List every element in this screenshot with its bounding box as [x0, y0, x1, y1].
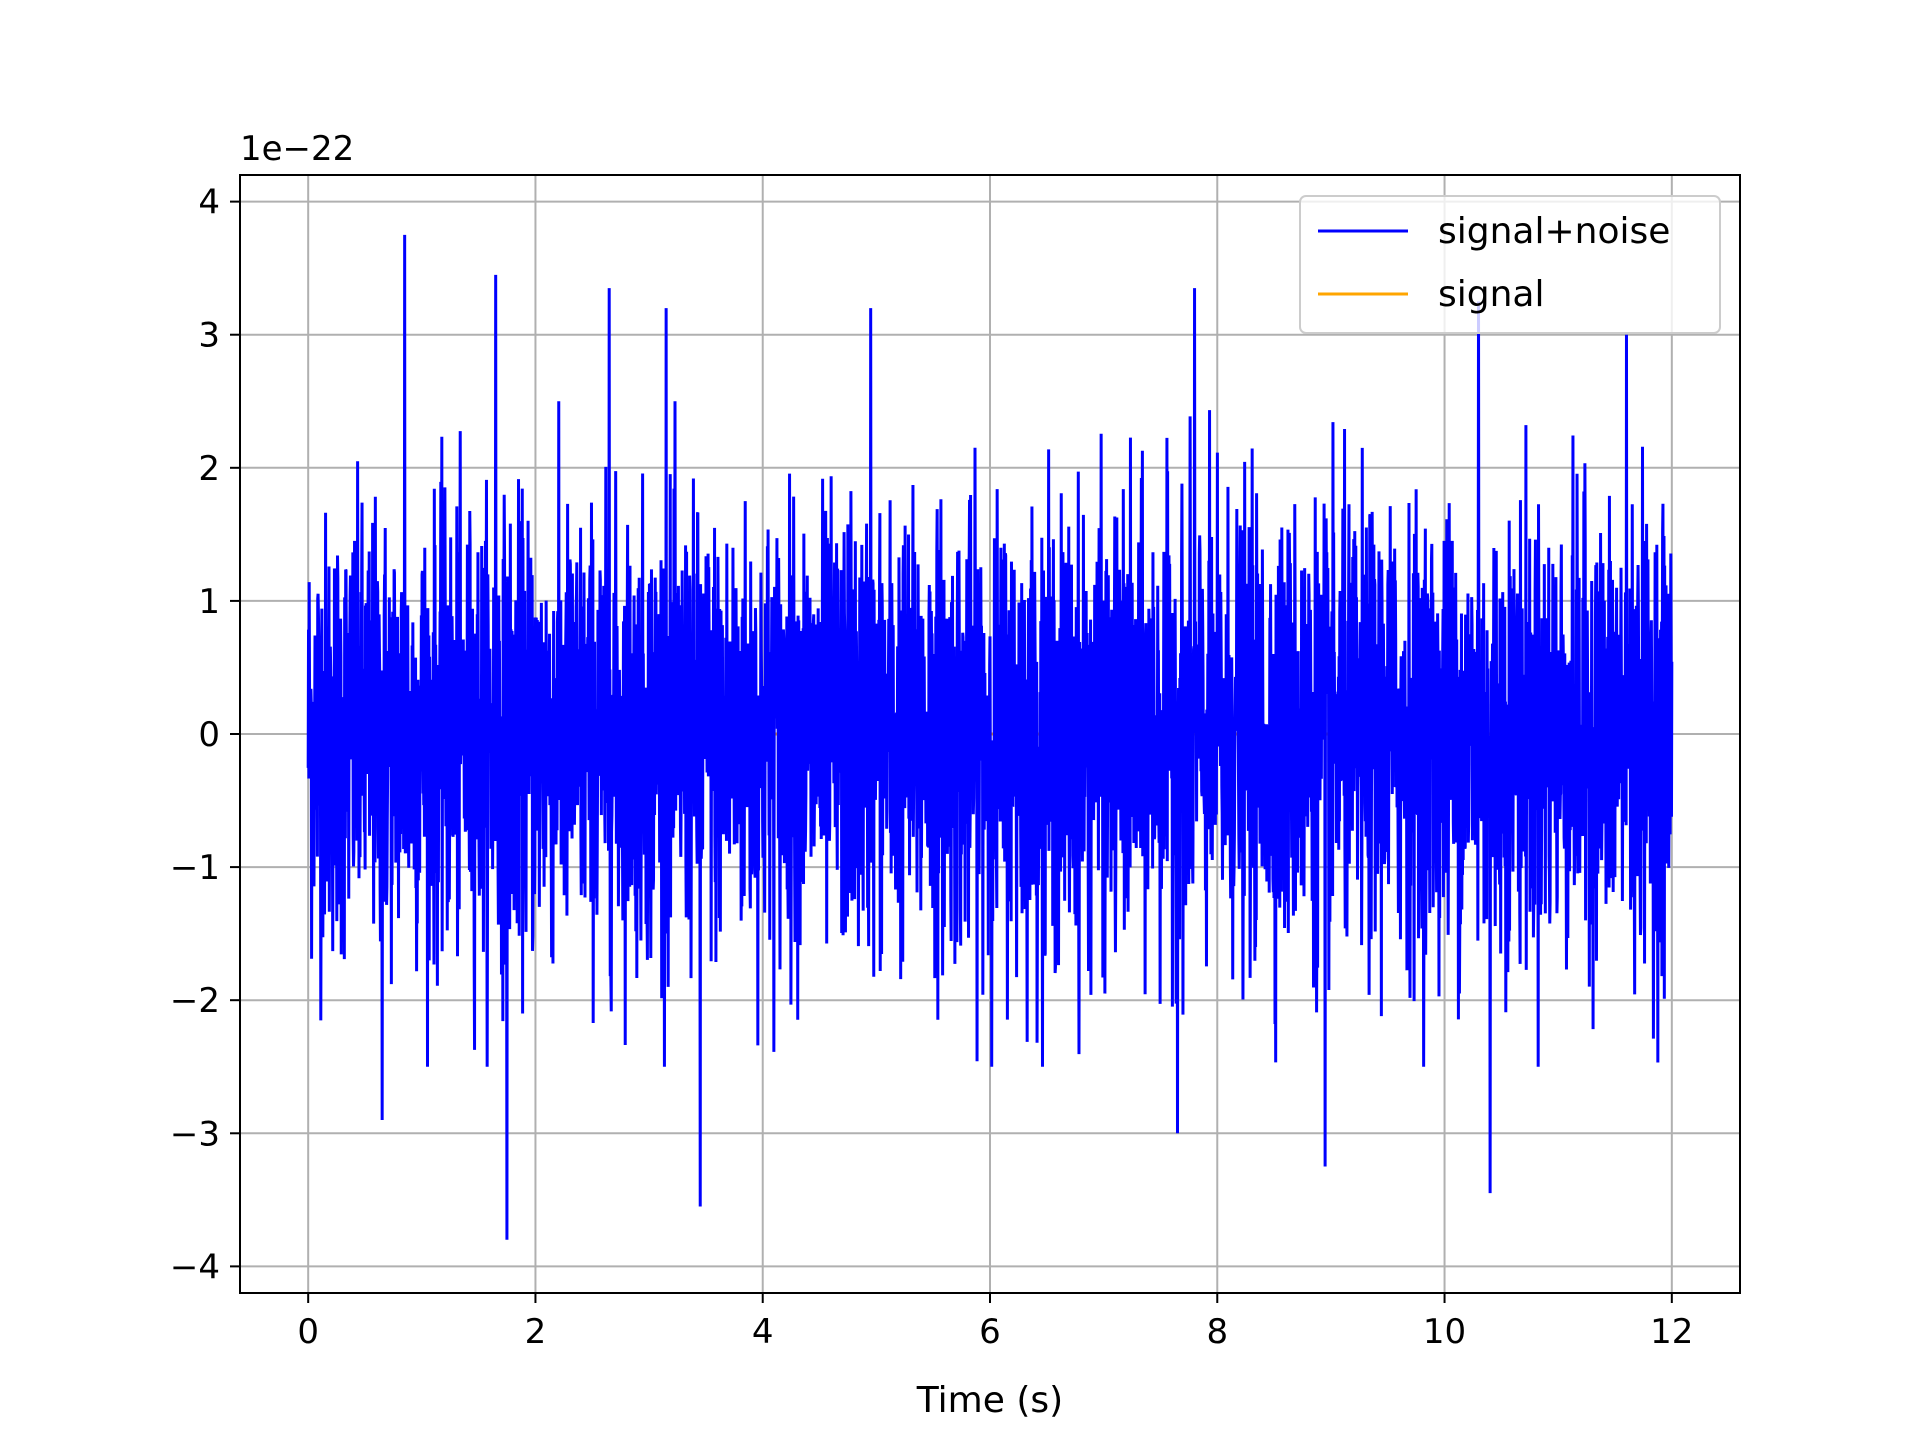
y-tick-label: 1: [198, 582, 220, 622]
x-tick-label: 6: [979, 1312, 1001, 1352]
y-tick-label: 4: [198, 183, 220, 223]
legend-label-signal: signal: [1438, 274, 1545, 315]
y-tick-label: −2: [170, 981, 220, 1021]
y-scale-label: 1e−22: [240, 129, 354, 169]
y-tick-label: 3: [198, 316, 220, 356]
y-tick-label: 2: [198, 449, 220, 489]
y-tick-label: 0: [198, 715, 220, 755]
x-tick-label: 2: [525, 1312, 547, 1352]
x-axis-label: Time (s): [916, 1380, 1063, 1421]
x-axis: 0 2 4 6 8 10 12: [297, 1293, 1693, 1352]
y-tick-label: −3: [170, 1114, 220, 1154]
x-tick-label: 12: [1650, 1312, 1693, 1352]
series-line-signal-noise: [306, 234, 1674, 1240]
y-axis: −4 −3 −2 −1 0 1 2 3 4: [170, 183, 240, 1287]
y-tick-label: −4: [170, 1247, 220, 1287]
legend: signal+noise signal: [1299, 195, 1721, 334]
x-tick-label: 4: [752, 1312, 774, 1352]
y-tick-label: −1: [170, 848, 220, 888]
legend-label-signal-noise: signal+noise: [1438, 211, 1670, 252]
x-tick-label: 0: [297, 1312, 319, 1352]
x-tick-label: 8: [1206, 1312, 1228, 1352]
series-layer: [306, 234, 1674, 1240]
x-tick-label: 10: [1423, 1312, 1466, 1352]
